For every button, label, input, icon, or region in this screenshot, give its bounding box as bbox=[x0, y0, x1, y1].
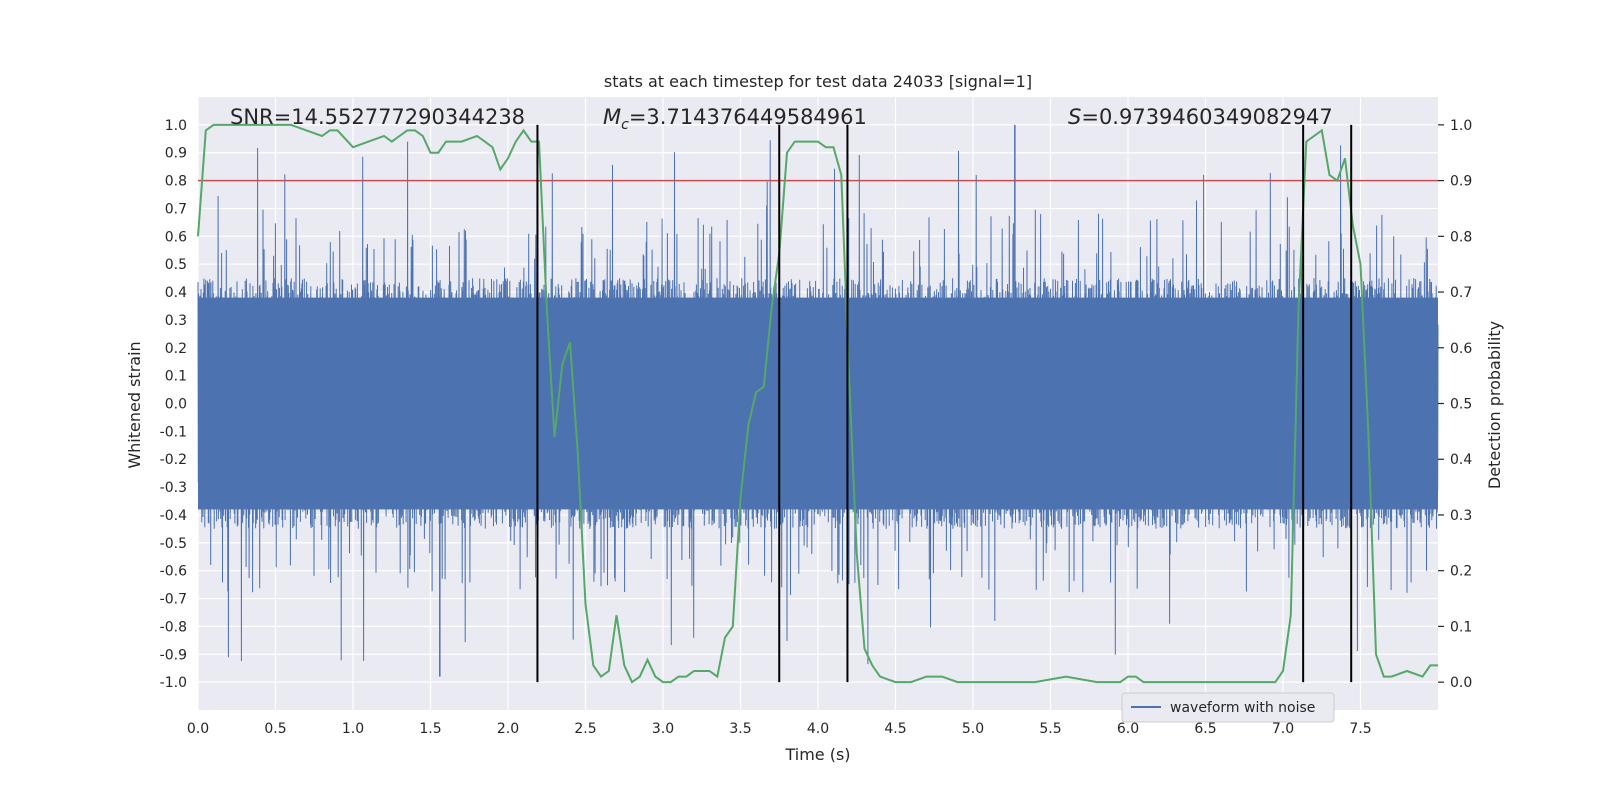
x-tick-label: 6.5 bbox=[1194, 721, 1216, 737]
y2-tick-label: 0.5 bbox=[1450, 397, 1472, 413]
legend: waveform with noise bbox=[1121, 692, 1335, 723]
x-tick-label: 3.5 bbox=[729, 721, 751, 737]
y2-axis-label: Detection probability bbox=[1485, 321, 1504, 489]
noise-trace bbox=[197, 140, 1439, 665]
x-tick-label: 2.5 bbox=[574, 721, 596, 737]
y-tick-label: -0.6 bbox=[160, 564, 187, 580]
x-tick-label: 7.0 bbox=[1272, 721, 1294, 737]
x-tick-label: 2.0 bbox=[497, 721, 519, 737]
noise-waveform bbox=[197, 124, 1439, 677]
y-tick-label: -1.0 bbox=[160, 675, 187, 691]
x-tick-label: 4.0 bbox=[807, 721, 829, 737]
y2-tick-label: 0.4 bbox=[1450, 452, 1472, 468]
y-tick-label: 0.5 bbox=[165, 257, 187, 273]
y2-tick-labels: 1.0 0.9 0.8 0.7 0.6 0.5 0.4 0.3 0.2 0.1 0.0 bbox=[1438, 118, 1472, 691]
chirp-mass-value: =3.714376449584961 bbox=[629, 105, 867, 129]
chart-title: stats at each timestep for test data 240… bbox=[604, 72, 1032, 91]
y-tick-label: -0.7 bbox=[160, 592, 187, 608]
y2-tick-label: 0.0 bbox=[1450, 675, 1472, 691]
x-tick-label: 7.5 bbox=[1349, 721, 1371, 737]
legend-box bbox=[1121, 692, 1335, 723]
x-axis-label: Time (s) bbox=[784, 745, 850, 764]
spin-symbol: S bbox=[1068, 105, 1081, 129]
y2-tick-label: 0.2 bbox=[1450, 564, 1472, 580]
x-tick-label: 1.0 bbox=[342, 721, 364, 737]
y-tick-label: -0.4 bbox=[160, 508, 187, 524]
x-tick-label: 6.0 bbox=[1117, 721, 1139, 737]
x-tick-label: 1.5 bbox=[419, 721, 441, 737]
legend-label: waveform with noise bbox=[1170, 700, 1315, 716]
event-marker-lines bbox=[536, 124, 1353, 683]
y-tick-label: 0.3 bbox=[165, 313, 187, 329]
y2-tick-label: 0.7 bbox=[1450, 285, 1472, 301]
y-tick-label: 0.1 bbox=[165, 369, 187, 385]
y-tick-label: 0.8 bbox=[165, 174, 187, 190]
y-tick-label: 0.2 bbox=[165, 341, 187, 357]
y-tick-label: -0.8 bbox=[160, 619, 187, 635]
y2-tick-label: 0.9 bbox=[1450, 174, 1472, 190]
y2-tick-label: 1.0 bbox=[1450, 118, 1472, 134]
y2-tick-label: 0.3 bbox=[1450, 508, 1472, 524]
y-tick-label: -0.2 bbox=[160, 452, 187, 468]
snr-annotation: SNR=14.552777290344238 bbox=[230, 105, 525, 129]
probability-line bbox=[197, 123, 1438, 684]
chirp-mass-symbol: M bbox=[603, 105, 621, 129]
y-tick-label: -0.9 bbox=[160, 647, 187, 663]
x-tick-label: 0.0 bbox=[187, 721, 209, 737]
y2-tick-label: 0.1 bbox=[1450, 619, 1472, 635]
spin-annotation: S=0.9739460349082947 bbox=[1068, 105, 1333, 129]
y-tick-label: 0.6 bbox=[165, 229, 187, 245]
y-tick-label: -0.3 bbox=[160, 480, 187, 496]
x-tick-label: 4.5 bbox=[884, 721, 906, 737]
probability-curve bbox=[197, 123, 1438, 684]
y2-tick-label: 0.6 bbox=[1450, 341, 1472, 357]
x-tick-labels: 0.0 0.5 1.0 1.5 2.0 2.5 3.0 3.5 4.0 4.5 5.0 5.5 6.0 6… bbox=[187, 721, 1372, 737]
y-tick-label: 0.9 bbox=[165, 146, 187, 162]
y-tick-label: -0.5 bbox=[160, 536, 187, 552]
spin-value: =0.9739460349082947 bbox=[1081, 105, 1332, 129]
y2-tick-label: 0.8 bbox=[1450, 229, 1472, 245]
y-axis-label: Whitened strain bbox=[125, 341, 144, 468]
x-tick-label: 5.0 bbox=[962, 721, 984, 737]
y-tick-label: -0.1 bbox=[160, 424, 187, 440]
chirp-mass-annotation: Mc=3.714376449584961 bbox=[603, 105, 867, 133]
x-tick-label: 5.5 bbox=[1039, 721, 1061, 737]
x-tick-label: 3.0 bbox=[652, 721, 674, 737]
y-tick-labels: 1.0 0.9 0.8 0.7 0.6 0.5 0.4 0.3 0.2 0.1 0.0 -0.1 -0.… bbox=[160, 118, 187, 691]
chirp-mass-subscript: c bbox=[621, 117, 629, 133]
y-tick-label: 1.0 bbox=[165, 118, 187, 134]
y-tick-label: 0.7 bbox=[165, 201, 187, 217]
y-tick-label: 0.4 bbox=[165, 285, 187, 301]
x-tick-label: 0.5 bbox=[264, 721, 286, 737]
y-tick-label: 0.0 bbox=[165, 397, 187, 413]
